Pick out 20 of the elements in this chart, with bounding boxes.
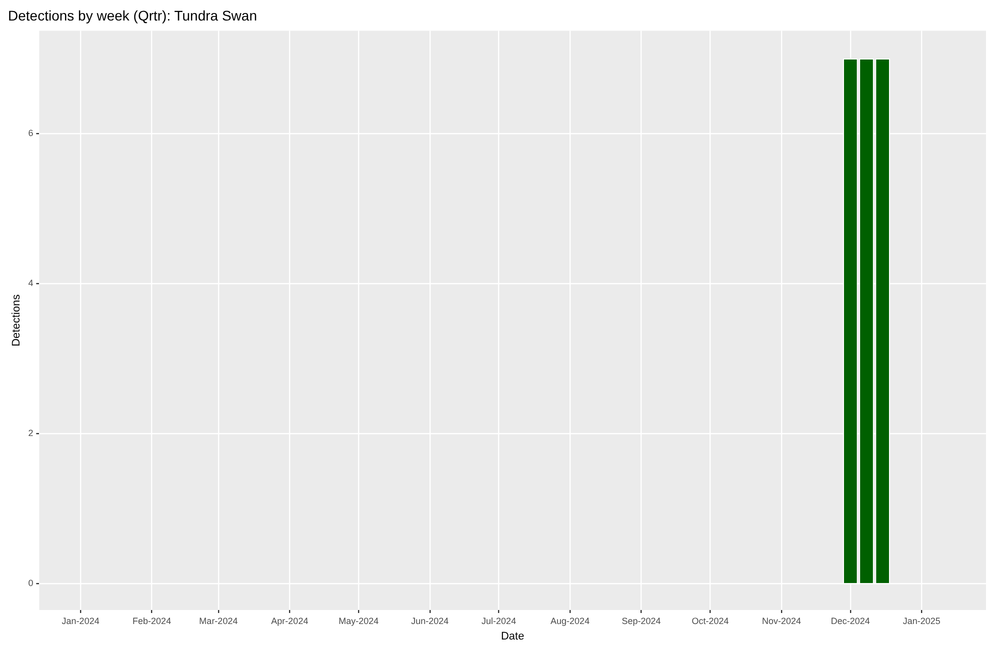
x-tick-label: Dec-2024 xyxy=(830,616,870,626)
x-tick-label: Nov-2024 xyxy=(762,616,801,626)
x-tick-label: Sep-2024 xyxy=(622,616,661,626)
y-tick-label: 0 xyxy=(28,578,34,588)
x-tick-label: Jan-2024 xyxy=(62,616,100,626)
x-tick-label: Jan-2025 xyxy=(902,616,940,626)
y-tick-label: 6 xyxy=(28,128,34,138)
y-tick-label: 2 xyxy=(28,428,34,438)
x-tick-label: Aug-2024 xyxy=(550,616,590,626)
x-tick-label: Jun-2024 xyxy=(411,616,449,626)
x-tick-label: Jul-2024 xyxy=(482,616,516,626)
y-tick-label: 4 xyxy=(28,278,34,288)
x-tick-label: Feb-2024 xyxy=(132,616,172,626)
x-tick-label: Oct-2024 xyxy=(692,616,729,626)
chart-title: Detections by week (Qrtr): Tundra Swan xyxy=(8,7,257,24)
x-tick-label: May-2024 xyxy=(338,616,379,626)
x-axis-title: Date xyxy=(500,630,524,642)
y-axis-title: Detections xyxy=(10,294,23,346)
x-tick-label: Apr-2024 xyxy=(271,616,308,626)
x-tick-label: Mar-2024 xyxy=(199,616,238,626)
